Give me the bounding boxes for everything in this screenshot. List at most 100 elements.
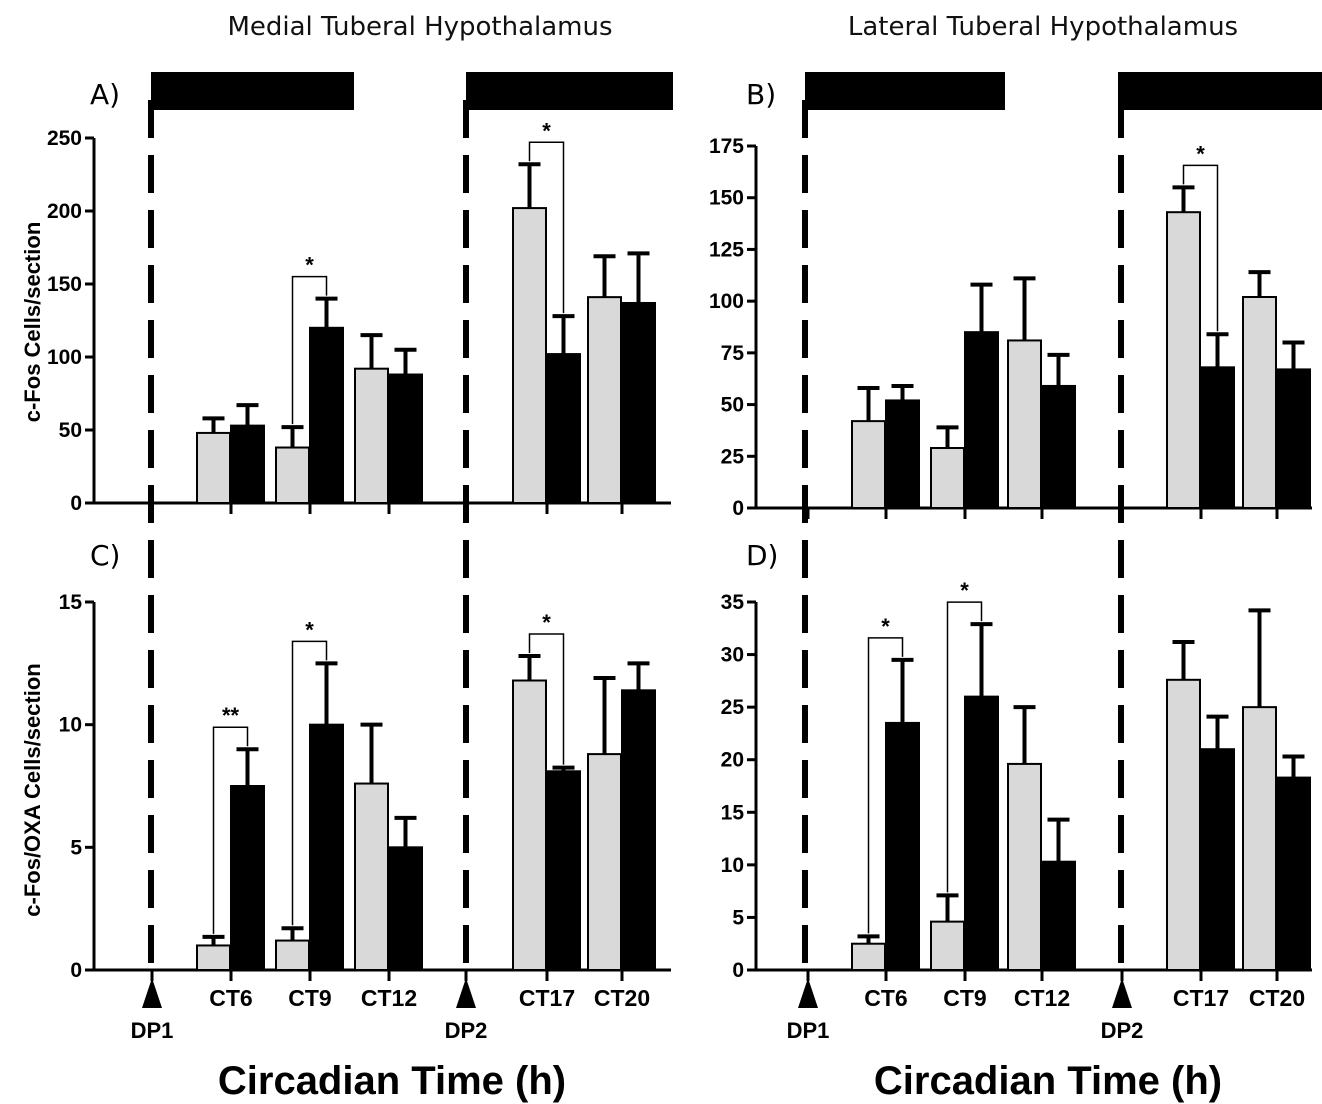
bar-light bbox=[196, 944, 231, 972]
y-tick-label: 10 bbox=[59, 714, 82, 737]
bar-dark bbox=[885, 721, 920, 972]
y-tick-label: 0 bbox=[70, 492, 82, 515]
xtick-ct9-left: CT9 bbox=[288, 985, 331, 1011]
significance-label: * bbox=[542, 118, 551, 143]
dp2-label-right: DP2 bbox=[1101, 1018, 1144, 1043]
bar-dark bbox=[1041, 384, 1076, 509]
bar-light bbox=[1242, 706, 1277, 972]
xtick-ct6-left: CT6 bbox=[209, 985, 252, 1011]
xlabel-right: Circadian Time (h) bbox=[874, 1059, 1222, 1103]
dark-phase-bar-left-1 bbox=[151, 72, 354, 110]
bar-dark bbox=[621, 301, 656, 505]
y-tick-label: 50 bbox=[59, 419, 82, 442]
dp2-label-left: DP2 bbox=[445, 1018, 488, 1043]
significance-label: * bbox=[960, 578, 969, 603]
xtick-ct20-left: CT20 bbox=[594, 985, 650, 1011]
bar-dark bbox=[309, 326, 344, 504]
bar-dark bbox=[885, 399, 920, 510]
bar-dark bbox=[1200, 366, 1235, 509]
dark-phase-bar-left-2 bbox=[466, 72, 673, 110]
bar-dark bbox=[546, 353, 581, 504]
y-tick-label: 20 bbox=[721, 749, 744, 772]
bar-light bbox=[930, 447, 965, 509]
ylabel-bottom: c-Fos/OXA Cells/section bbox=[20, 663, 45, 916]
y-tick-label: 15 bbox=[721, 801, 745, 824]
title-lateral: Lateral Tuberal Hypothalamus bbox=[848, 12, 1238, 42]
y-tick-label: 30 bbox=[721, 644, 744, 667]
bar-dark bbox=[388, 846, 423, 971]
bar-light bbox=[1007, 339, 1042, 509]
bar-dark bbox=[1276, 776, 1311, 971]
bar-light bbox=[1007, 762, 1042, 971]
bar-dark bbox=[1041, 860, 1076, 972]
significance-label: * bbox=[305, 253, 314, 278]
bar-dark bbox=[964, 331, 999, 509]
panel-letter-d: D) bbox=[746, 539, 778, 572]
y-tick-label: 25 bbox=[721, 696, 745, 719]
y-tick-label: 0 bbox=[732, 497, 744, 520]
panel-letter-c: C) bbox=[90, 539, 120, 572]
significance-label: * bbox=[881, 614, 890, 639]
bar-light bbox=[354, 367, 389, 504]
bar-dark bbox=[309, 723, 344, 972]
y-tick-label: 5 bbox=[732, 906, 744, 929]
y-tick-label: 250 bbox=[47, 127, 82, 150]
bar-light bbox=[1166, 678, 1201, 971]
y-tick-label: 75 bbox=[721, 342, 745, 365]
bar-light bbox=[930, 920, 965, 971]
dark-phase-bar-right-1 bbox=[805, 72, 1005, 110]
y-tick-label: 125 bbox=[709, 238, 744, 261]
xtick-ct20-right: CT20 bbox=[1249, 985, 1305, 1011]
significance-label: * bbox=[305, 617, 314, 642]
significance-bracket bbox=[528, 141, 565, 314]
y-tick-label: 25 bbox=[721, 445, 745, 468]
bar-light bbox=[1166, 211, 1201, 510]
bar-light bbox=[512, 207, 547, 505]
y-tick-label: 200 bbox=[47, 200, 82, 223]
bar-light bbox=[275, 446, 310, 504]
y-tick-label: 0 bbox=[70, 959, 82, 982]
y-tick-label: 175 bbox=[709, 135, 744, 158]
xlabel-left: Circadian Time (h) bbox=[218, 1059, 566, 1103]
dp1-label-left: DP1 bbox=[131, 1018, 174, 1043]
significance-bracket bbox=[291, 275, 328, 425]
bar-light bbox=[275, 939, 310, 971]
bar-light bbox=[851, 942, 886, 972]
y-tick-label: 0 bbox=[732, 959, 744, 982]
bar-dark bbox=[388, 373, 423, 504]
bar-light bbox=[354, 782, 389, 972]
bar-dark bbox=[964, 695, 999, 972]
xtick-ct17-right: CT17 bbox=[1173, 985, 1229, 1011]
bar-dark bbox=[1200, 748, 1235, 972]
xtick-ct17-left: CT17 bbox=[519, 985, 575, 1011]
bar-dark bbox=[621, 689, 656, 971]
bar-dark bbox=[546, 770, 581, 972]
ylabel-top: c-Fos Cells/section bbox=[20, 222, 45, 423]
panel-d: 0 5 10 15 20 25 30 35 * * bbox=[721, 578, 1312, 982]
title-medial: Medial Tuberal Hypothalamus bbox=[227, 12, 612, 42]
xtick-ct9-right: CT9 bbox=[943, 985, 986, 1011]
y-tick-label: 10 bbox=[721, 854, 744, 877]
y-tick-label: 150 bbox=[709, 187, 744, 210]
significance-bracket bbox=[528, 633, 565, 765]
bar-dark bbox=[230, 785, 265, 971]
bar-light bbox=[851, 420, 886, 509]
xtick-ct12-right: CT12 bbox=[1014, 985, 1070, 1011]
significance-label: * bbox=[542, 610, 551, 635]
dark-phase-bar-right-2 bbox=[1118, 72, 1322, 110]
panel-b: 0 25 50 75 100 125 150 175 * bbox=[709, 135, 1312, 520]
dp1-triangle-right bbox=[798, 978, 818, 1008]
y-tick-label: 100 bbox=[709, 290, 744, 313]
dp2-triangle-left bbox=[456, 978, 476, 1008]
y-tick-label: 35 bbox=[721, 591, 745, 614]
significance-label: ** bbox=[222, 703, 240, 728]
significance-bracket bbox=[212, 726, 249, 934]
y-tick-label: 50 bbox=[721, 394, 744, 417]
significance-label: * bbox=[1196, 141, 1205, 166]
bar-light bbox=[587, 753, 622, 972]
dp1-label-right: DP1 bbox=[787, 1018, 830, 1043]
bar-light bbox=[196, 431, 231, 505]
panel-letter-a: A) bbox=[90, 78, 120, 111]
